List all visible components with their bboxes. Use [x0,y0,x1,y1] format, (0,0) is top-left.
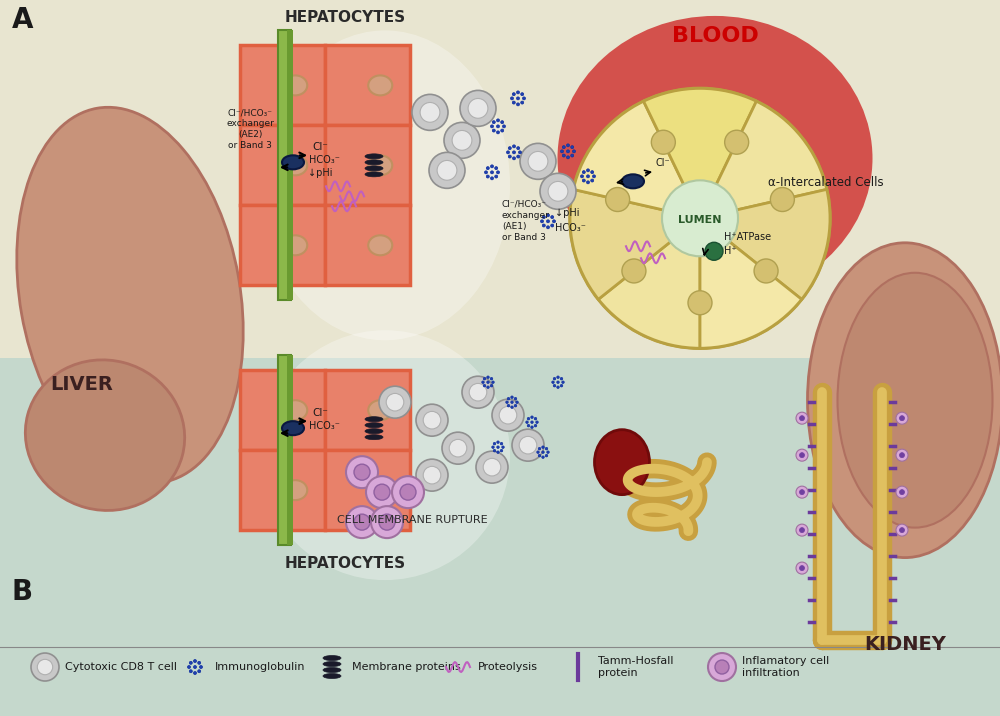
Circle shape [31,653,59,681]
Circle shape [516,91,520,94]
Circle shape [486,167,489,170]
Text: Membrane proteins: Membrane proteins [352,662,461,672]
Circle shape [507,397,510,400]
Circle shape [557,386,559,389]
Circle shape [522,97,526,100]
Circle shape [499,407,517,424]
Text: Cl⁻: Cl⁻ [655,158,670,168]
Circle shape [551,216,554,218]
Ellipse shape [323,656,341,661]
Circle shape [189,669,192,673]
Circle shape [379,386,411,418]
Circle shape [501,129,504,132]
Ellipse shape [283,155,307,175]
Circle shape [449,440,467,457]
Circle shape [469,383,487,401]
Text: LIVER: LIVER [51,375,113,395]
Circle shape [540,173,576,209]
Ellipse shape [260,330,510,580]
Bar [240,45,325,125]
Ellipse shape [622,174,644,188]
Circle shape [900,528,904,533]
Circle shape [526,421,528,423]
Circle shape [194,659,196,662]
Circle shape [552,220,556,223]
Text: α-Intercalated Cells: α-Intercalated Cells [768,176,884,189]
Circle shape [770,188,794,211]
Circle shape [483,384,486,387]
Circle shape [374,484,390,500]
Circle shape [591,170,594,174]
Circle shape [412,95,448,130]
Circle shape [662,180,738,256]
Circle shape [651,130,675,154]
Bar [325,205,410,285]
Circle shape [437,160,457,180]
Circle shape [518,151,522,154]
Bar [287,30,293,300]
Bar [0,358,1000,716]
Text: HCO₃⁻: HCO₃⁻ [555,223,586,233]
Circle shape [516,103,520,106]
Text: H⁺: H⁺ [724,246,737,256]
Circle shape [501,121,504,124]
Text: Proteolysis: Proteolysis [478,662,538,672]
Circle shape [562,381,564,384]
Circle shape [896,524,908,536]
Circle shape [514,405,517,407]
Circle shape [542,456,544,458]
Circle shape [545,455,548,457]
Text: Cl⁻/HCO₃⁻
exchanger
(AE1)
or Band 3: Cl⁻/HCO₃⁻ exchanger (AE1) or Band 3 [502,200,550,242]
Text: Inflamatory cell
infiltration: Inflamatory cell infiltration [742,656,829,678]
Circle shape [490,171,494,174]
Text: Cl⁻/HCO₃⁻
exchanger
(AE2)
or Band 3: Cl⁻/HCO₃⁻ exchanger (AE2) or Band 3 [226,108,274,150]
Circle shape [519,436,537,454]
Circle shape [506,401,508,403]
Circle shape [503,125,506,128]
Ellipse shape [323,674,341,679]
Circle shape [534,417,537,420]
Wedge shape [573,101,700,218]
Text: Immunoglobulin: Immunoglobulin [215,662,306,672]
Circle shape [546,226,550,229]
Circle shape [507,405,510,407]
Circle shape [392,476,424,508]
Circle shape [796,412,808,424]
Circle shape [545,448,548,450]
Circle shape [566,144,570,147]
Ellipse shape [838,273,992,528]
Ellipse shape [365,154,383,159]
Circle shape [500,450,503,452]
Circle shape [536,421,538,423]
Circle shape [705,242,723,261]
Circle shape [896,486,908,498]
Circle shape [188,666,190,669]
Circle shape [528,152,548,171]
Circle shape [346,456,378,488]
Circle shape [486,175,489,178]
Circle shape [493,442,496,445]
Ellipse shape [368,75,392,95]
Circle shape [551,224,554,227]
Wedge shape [598,218,700,348]
Circle shape [754,259,778,283]
Circle shape [366,476,398,508]
Bar [325,125,410,205]
Circle shape [496,171,500,174]
Circle shape [496,131,500,134]
Circle shape [547,451,549,453]
Circle shape [708,653,736,681]
Circle shape [542,446,544,448]
Ellipse shape [260,30,510,340]
Text: HCO₃⁻: HCO₃⁻ [309,421,340,431]
Text: Cl⁻: Cl⁻ [312,408,328,418]
Ellipse shape [283,400,307,420]
Ellipse shape [25,360,185,511]
Circle shape [444,122,480,158]
Circle shape [490,384,493,387]
Ellipse shape [808,243,1000,558]
Circle shape [493,450,496,452]
Circle shape [500,442,503,445]
Circle shape [512,429,544,461]
Circle shape [896,412,908,424]
